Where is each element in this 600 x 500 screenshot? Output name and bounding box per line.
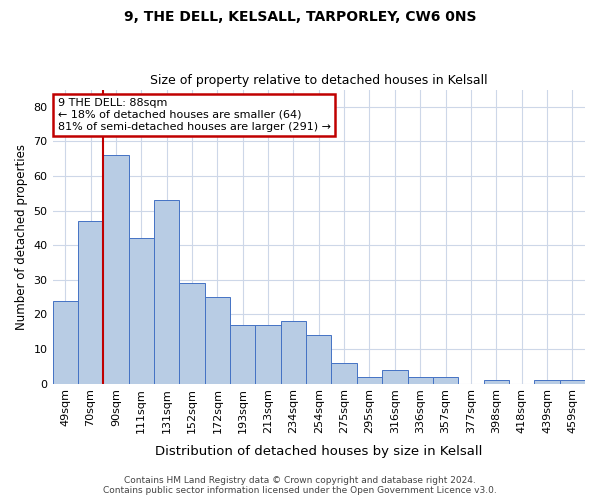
Bar [256,324,281,384]
Text: Contains HM Land Registry data © Crown copyright and database right 2024.
Contai: Contains HM Land Registry data © Crown c… [103,476,497,495]
Bar [534,380,560,384]
Bar [53,300,78,384]
Bar [230,324,256,384]
Text: 9, THE DELL, KELSALL, TARPORLEY, CW6 0NS: 9, THE DELL, KELSALL, TARPORLEY, CW6 0NS [124,10,476,24]
Bar [154,200,179,384]
Bar [281,322,306,384]
Bar [78,221,103,384]
Title: Size of property relative to detached houses in Kelsall: Size of property relative to detached ho… [150,74,488,87]
Bar [484,380,509,384]
Bar [407,376,433,384]
Bar [357,376,382,384]
Bar [205,297,230,384]
X-axis label: Distribution of detached houses by size in Kelsall: Distribution of detached houses by size … [155,444,482,458]
Bar [306,335,331,384]
Bar [179,283,205,384]
Bar [382,370,407,384]
Bar [331,363,357,384]
Bar [103,156,128,384]
Bar [128,238,154,384]
Bar [433,376,458,384]
Y-axis label: Number of detached properties: Number of detached properties [15,144,28,330]
Text: 9 THE DELL: 88sqm
← 18% of detached houses are smaller (64)
81% of semi-detached: 9 THE DELL: 88sqm ← 18% of detached hous… [58,98,331,132]
Bar [560,380,585,384]
